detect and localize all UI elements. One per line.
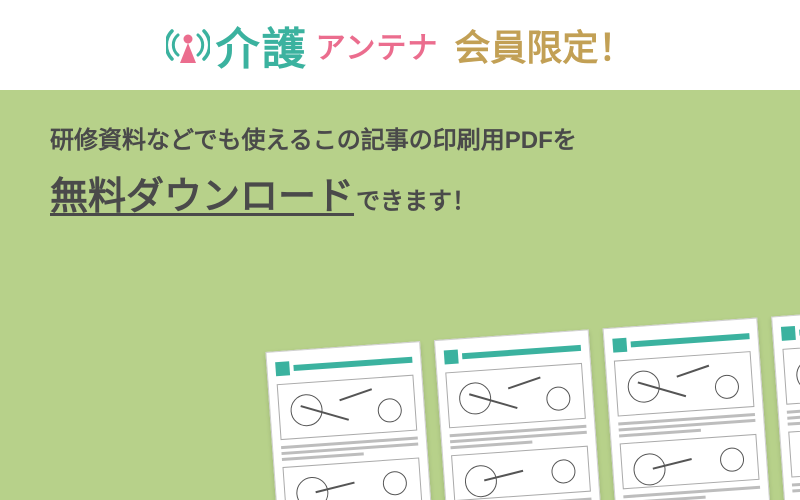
doc-thumb-illustration: [614, 351, 755, 416]
doc-thumb-lines: [450, 425, 588, 450]
doc-thumb-header: [275, 351, 413, 379]
banner-root: 介護 アンテナ 会員限定！ 研修資料などでも使えるこの記事の印刷用PDFを 無料…: [0, 0, 800, 500]
body-area: 研修資料などでも使えるこの記事の印刷用PDFを 無料ダウンロード できます！: [0, 90, 800, 500]
member-only-label: 会員限定！: [454, 19, 634, 71]
doc-thumb-lines: [787, 401, 800, 426]
brand-sub-text: アンテナ: [316, 23, 439, 67]
doc-thumb: [434, 329, 604, 500]
doc-thumbnail-strip: [265, 289, 800, 500]
sub-line: 研修資料などでも使えるこの記事の印刷用PDFを: [50, 120, 750, 155]
doc-thumb-illustration: [451, 446, 591, 500]
doc-thumb-illustration: [282, 457, 422, 500]
doc-thumb-lines: [623, 486, 760, 500]
doc-thumb-illustration: [277, 375, 418, 440]
doc-thumb-illustration: [782, 339, 800, 404]
doc-thumb-illustration: [620, 434, 760, 489]
doc-thumb-illustration: [788, 422, 800, 477]
header: 介護 アンテナ 会員限定！: [0, 0, 800, 90]
free-download-text: 無料ダウンロード: [50, 165, 354, 220]
doc-thumb-header: [444, 339, 582, 367]
doc-thumb-header: [612, 327, 750, 355]
main-line: 無料ダウンロード できます！: [50, 165, 750, 220]
doc-thumb-header: [781, 315, 800, 343]
doc-thumb: [265, 341, 435, 500]
doc-thumb: [603, 318, 773, 500]
doc-thumb-illustration: [445, 363, 586, 428]
brand-main-text: 介護: [216, 13, 308, 77]
antenna-icon: [166, 23, 210, 67]
doc-thumb: [771, 306, 800, 500]
can-do-text: できます！: [356, 181, 476, 216]
doc-thumb-lines: [281, 437, 419, 462]
doc-thumb-lines: [618, 413, 756, 438]
